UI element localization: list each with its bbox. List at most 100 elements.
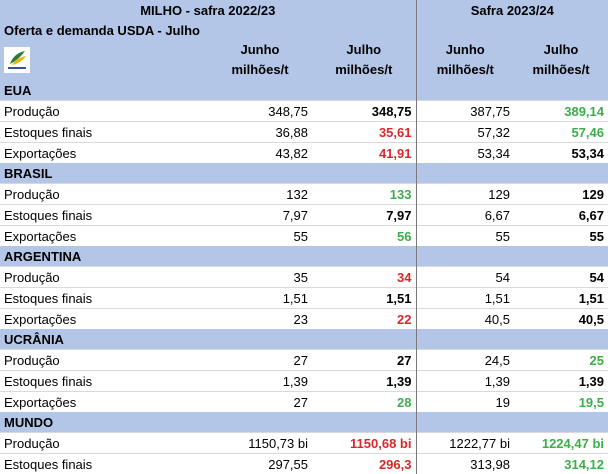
value-junho-2223: 27 [208,392,312,413]
value-julho-2324: 55 [514,226,608,247]
value-julho-2324: 25 [514,350,608,371]
value-junho-2324: 40,5 [416,309,514,330]
value-junho-2324: 19 [416,392,514,413]
value-junho-2223: 7,97 [208,205,312,226]
value-julho-2324: 54 [514,267,608,288]
aprosoja-logo-icon [4,47,30,73]
value-junho-2324: 24,5 [416,350,514,371]
value-julho-2324: 129 [514,184,608,205]
subtitle: Oferta e demanda USDA - Julho [0,20,208,40]
row-label: Estoques finais [0,371,208,392]
value-julho-2324: 6,67 [514,205,608,226]
row-label: Exportações [0,226,208,247]
value-junho-2324: 129 [416,184,514,205]
value-junho-2324: 1,51 [416,288,514,309]
value-julho-2223: 56 [312,226,416,247]
value-julho-2223: 34 [312,267,416,288]
value-julho-2324: 314,12 [514,454,608,474]
value-junho-2223: 1,51 [208,288,312,309]
value-julho-2223: 7,97 [312,205,416,226]
value-julho-2324: 19,5 [514,392,608,413]
value-julho-2223: 1,51 [312,288,416,309]
value-junho-2223: 35 [208,267,312,288]
section-row: BRASIL [0,163,608,184]
value-julho-2324: 389,14 [514,101,608,122]
row-label: Estoques finais [0,122,208,143]
value-julho-2324: 57,46 [514,122,608,143]
subtitle-row: Oferta e demanda USDA - Julho [0,20,608,40]
logo-cell [0,40,208,80]
value-julho-2223: 348,75 [312,101,416,122]
value-julho-2324: 53,34 [514,143,608,164]
value-junho-2324: 53,34 [416,143,514,164]
value-junho-2324: 387,75 [416,101,514,122]
value-junho-2223: 23 [208,309,312,330]
row-label: Exportações [0,143,208,164]
section-row: EUA [0,80,608,101]
title-left: MILHO - safra 2022/23 [0,0,416,20]
value-julho-2324: 1,39 [514,371,608,392]
value-junho-2223: 36,88 [208,122,312,143]
value-julho-2223: 1,39 [312,371,416,392]
row-label: Produção [0,433,208,454]
value-julho-2223: 1150,68 bi [312,433,416,454]
row-label: Exportações [0,392,208,413]
value-julho-2223: 22 [312,309,416,330]
section-name: MUNDO [0,412,208,433]
value-junho-2223: 348,75 [208,101,312,122]
value-junho-2223: 43,82 [208,143,312,164]
value-junho-2223: 132 [208,184,312,205]
value-julho-2324: 1,51 [514,288,608,309]
value-julho-2223: 296,3 [312,454,416,474]
row-label: Estoques finais [0,288,208,309]
row-label: Estoques finais [0,454,208,474]
row-label: Produção [0,350,208,371]
row-label: Produção [0,184,208,205]
row-label: Produção [0,267,208,288]
section-row: UCRÂNIA [0,329,608,350]
section-name: UCRÂNIA [0,329,208,350]
section-name: ARGENTINA [0,246,208,267]
value-junho-2223: 1150,73 bi [208,433,312,454]
row-label: Exportações [0,309,208,330]
value-junho-2324: 54 [416,267,514,288]
value-junho-2324: 1,39 [416,371,514,392]
value-julho-2223: 41,91 [312,143,416,164]
value-junho-2324: 55 [416,226,514,247]
value-julho-2223: 133 [312,184,416,205]
value-junho-2223: 55 [208,226,312,247]
section-row: MUNDO [0,412,608,433]
row-label: Estoques finais [0,205,208,226]
value-junho-2223: 27 [208,350,312,371]
value-junho-2324: 6,67 [416,205,514,226]
value-junho-2324: 313,98 [416,454,514,474]
section-name: BRASIL [0,163,208,184]
value-junho-2223: 1,39 [208,371,312,392]
value-junho-2324: 57,32 [416,122,514,143]
section-row: ARGENTINA [0,246,608,267]
title-right: Safra 2023/24 [416,0,608,20]
value-junho-2324: 1222,77 bi [416,433,514,454]
value-julho-2223: 35,61 [312,122,416,143]
title-row: MILHO - safra 2022/23 Safra 2023/24 [0,0,608,20]
row-label: Produção [0,101,208,122]
